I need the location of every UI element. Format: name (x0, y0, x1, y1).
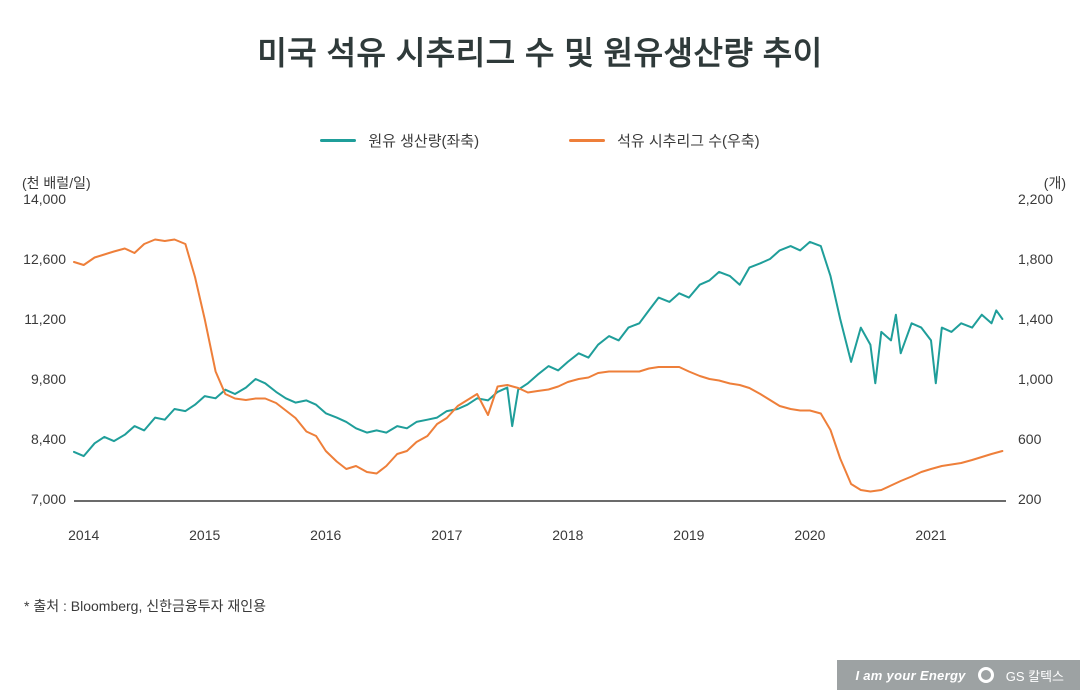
legend-label-production: 원유 생산량(좌축) (368, 130, 479, 151)
y-right-tick: 600 (1018, 431, 1066, 447)
legend: 원유 생산량(좌축) 석유 시추리그 수(우축) (0, 130, 1080, 151)
legend-swatch-production (320, 139, 356, 142)
x-tick: 2018 (552, 527, 583, 543)
y-right-unit-label: (개) (1044, 173, 1066, 193)
x-tick: 2020 (794, 527, 825, 543)
y-right-tick: 1,000 (1018, 371, 1066, 387)
source-note: * 출처 : Bloomberg, 신한금융투자 재인용 (24, 596, 266, 616)
y-right-tick: 200 (1018, 491, 1066, 507)
chart-title: 미국 석유 시추리그 수 및 원유생산량 추이 (0, 28, 1080, 74)
x-tick: 2017 (431, 527, 462, 543)
y-right-tick: 1,800 (1018, 251, 1066, 267)
x-tick: 2015 (189, 527, 220, 543)
y-right-tick: 1,400 (1018, 311, 1066, 327)
legend-label-rigs: 석유 시추리그 수(우축) (617, 130, 760, 151)
chart-area: (천 배럴/일) (개) 7,0008,4009,80011,20012,600… (0, 179, 1080, 559)
y-left-tick: 14,000 (16, 191, 66, 207)
y-left-tick: 8,400 (16, 431, 66, 447)
x-tick: 2021 (915, 527, 946, 543)
brand-company: GS 칼텍스 (1006, 666, 1064, 685)
y-right-tick: 2,200 (1018, 191, 1066, 207)
legend-item-rigs: 석유 시추리그 수(우축) (569, 130, 760, 151)
y-left-tick: 9,800 (16, 371, 66, 387)
brand-strip: I am your Energy GS 칼텍스 (837, 660, 1080, 690)
y-left-tick: 11,200 (16, 311, 66, 327)
x-tick: 2014 (68, 527, 99, 543)
legend-item-production: 원유 생산량(좌축) (320, 130, 479, 151)
x-tick: 2016 (310, 527, 341, 543)
y-left-tick: 7,000 (16, 491, 66, 507)
gs-logo-icon (978, 667, 994, 683)
plot-svg (0, 179, 1080, 559)
y-left-tick: 12,600 (16, 251, 66, 267)
y-left-unit-label: (천 배럴/일) (22, 173, 91, 193)
x-tick: 2019 (673, 527, 704, 543)
brand-slogan: I am your Energy (855, 668, 965, 683)
legend-swatch-rigs (569, 139, 605, 142)
